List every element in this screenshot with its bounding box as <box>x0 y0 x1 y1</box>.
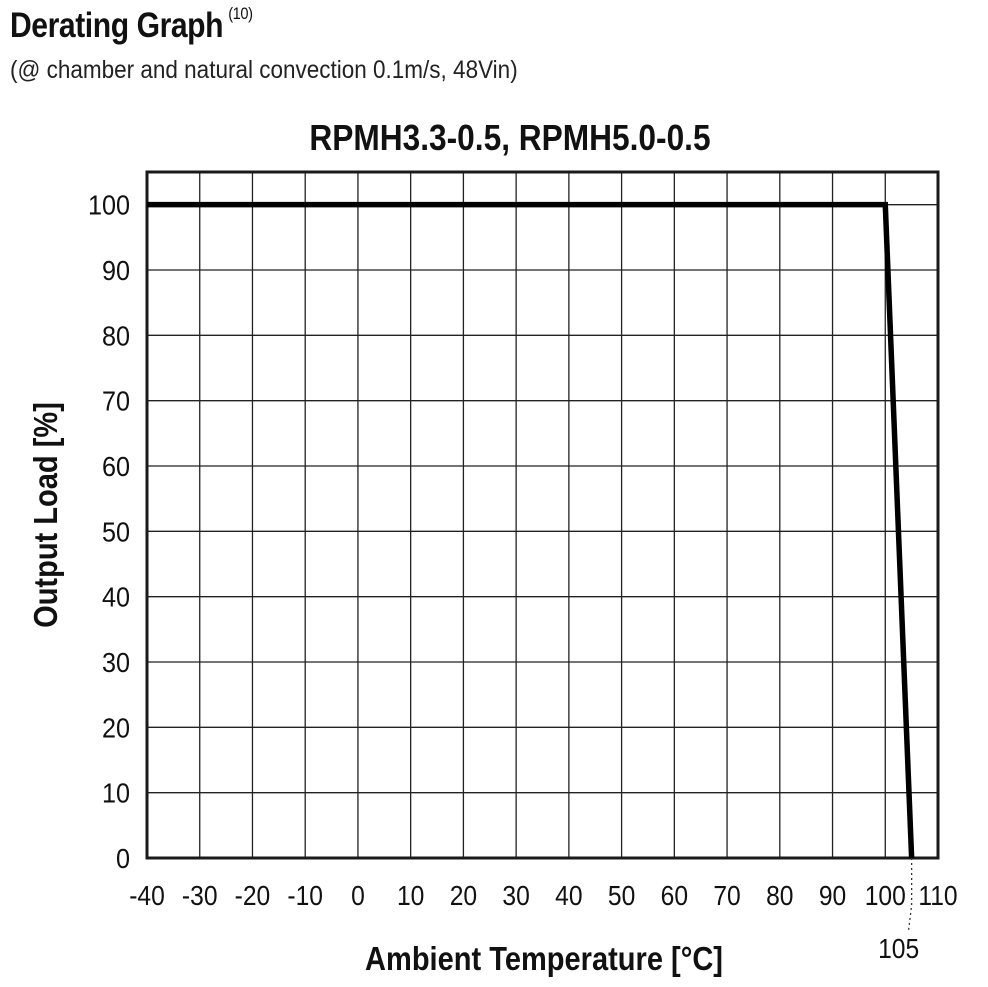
y-tick-label: 80 <box>102 320 130 352</box>
plot-frame <box>145 170 940 860</box>
page-title-text: Derating Graph <box>10 6 224 45</box>
annotation-leader <box>907 858 913 931</box>
x-tick-label: 40 <box>555 880 582 912</box>
y-tick-label: 0 <box>116 843 130 875</box>
page-subtitle: (@ chamber and natural convection 0.1m/s… <box>10 56 518 84</box>
y-tick-label: 90 <box>102 255 130 287</box>
x-tick-label: -20 <box>235 880 271 912</box>
annotations: 105 <box>878 858 919 964</box>
y-tick-label: 50 <box>102 516 130 548</box>
x-axis-ticks: -40 -30 -20 -10 0 10 20 30 40 50 60 70 80 90 100 110 <box>129 880 957 912</box>
x-tick-label: 10 <box>397 880 424 912</box>
x-tick-label: 90 <box>819 880 846 912</box>
x-tick-label: -10 <box>287 880 323 912</box>
y-tick-label: 10 <box>102 777 130 809</box>
x-tick-label: 0 <box>351 880 365 912</box>
x-tick-label: -40 <box>129 880 165 912</box>
grid-lines <box>147 172 938 858</box>
annotation-label: 105 <box>878 933 919 965</box>
footnote-marker: (10) <box>228 4 253 23</box>
y-tick-label: 40 <box>102 581 130 613</box>
y-axis-label: Output Load [%] <box>27 402 64 628</box>
y-tick-label: 70 <box>102 385 130 417</box>
x-tick-label: 80 <box>766 880 793 912</box>
y-tick-label: 60 <box>102 451 130 483</box>
x-tick-label: 60 <box>661 880 688 912</box>
x-tick-label: 30 <box>502 880 529 912</box>
page-title: Derating Graph (10) <box>10 4 253 46</box>
x-tick-label: 70 <box>713 880 740 912</box>
chart-title: RPMH3.3-0.5, RPMH5.0-0.5 <box>309 118 710 158</box>
x-tick-label: 100 <box>865 880 906 912</box>
y-tick-label: 20 <box>102 712 130 744</box>
x-tick-label: -30 <box>182 880 218 912</box>
x-tick-label: 20 <box>450 880 477 912</box>
y-axis-ticks: 0 10 20 30 40 50 60 70 80 90 100 <box>88 189 130 874</box>
y-tick-label: 30 <box>102 647 130 679</box>
x-axis-label: Ambient Temperature [°C] <box>365 940 723 977</box>
x-tick-label: 110 <box>918 880 957 912</box>
x-tick-label: 50 <box>608 880 635 912</box>
y-tick-label: 100 <box>88 189 130 221</box>
